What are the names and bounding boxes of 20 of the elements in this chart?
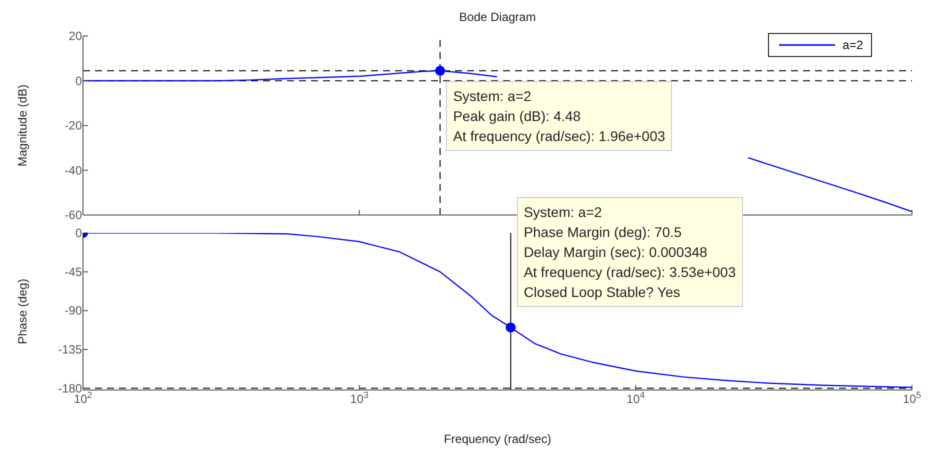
y-tick-label: 0 [75, 226, 82, 240]
y-axis-title: Phase (deg) [15, 278, 30, 344]
annotation: System: a=2 Peak gain (dB): 4.48 At frequency (rad/sec): 1.96e+003 [446, 80, 672, 151]
chart-title: Bode Diagram [458, 10, 537, 24]
y-tick-label: -40 [64, 163, 82, 178]
y-tick-label: -180 [58, 381, 82, 396]
y-tick-label: 0 [75, 74, 82, 88]
y-tick-label: 20 [68, 29, 82, 43]
annotation: System: a=2 Phase Margin (deg): 70.5 Delay Margin (sec): 0.000348 At frequency (rad/sec): 3.53e+003 Closed Loop Stable? Yes [516, 197, 743, 308]
y-tick-label: -60 [64, 208, 82, 222]
y-tick-label: -45 [64, 264, 82, 279]
x-axis-title: Frequency (rad/sec) [444, 432, 552, 446]
y-tick-label: -20 [64, 118, 82, 132]
legend-label: a=2 [842, 38, 863, 52]
y-tick-label: -135 [58, 342, 82, 356]
y-tick-label: -90 [64, 304, 82, 318]
x-tick-label: 10$^{4}$ [626, 390, 645, 406]
x-tick-label: 10$^{3}$ [350, 390, 369, 406]
y-axis-title: Magnitude (dB) [15, 84, 30, 167]
x-tick-label: 10$^{5}$ [902, 390, 922, 406]
